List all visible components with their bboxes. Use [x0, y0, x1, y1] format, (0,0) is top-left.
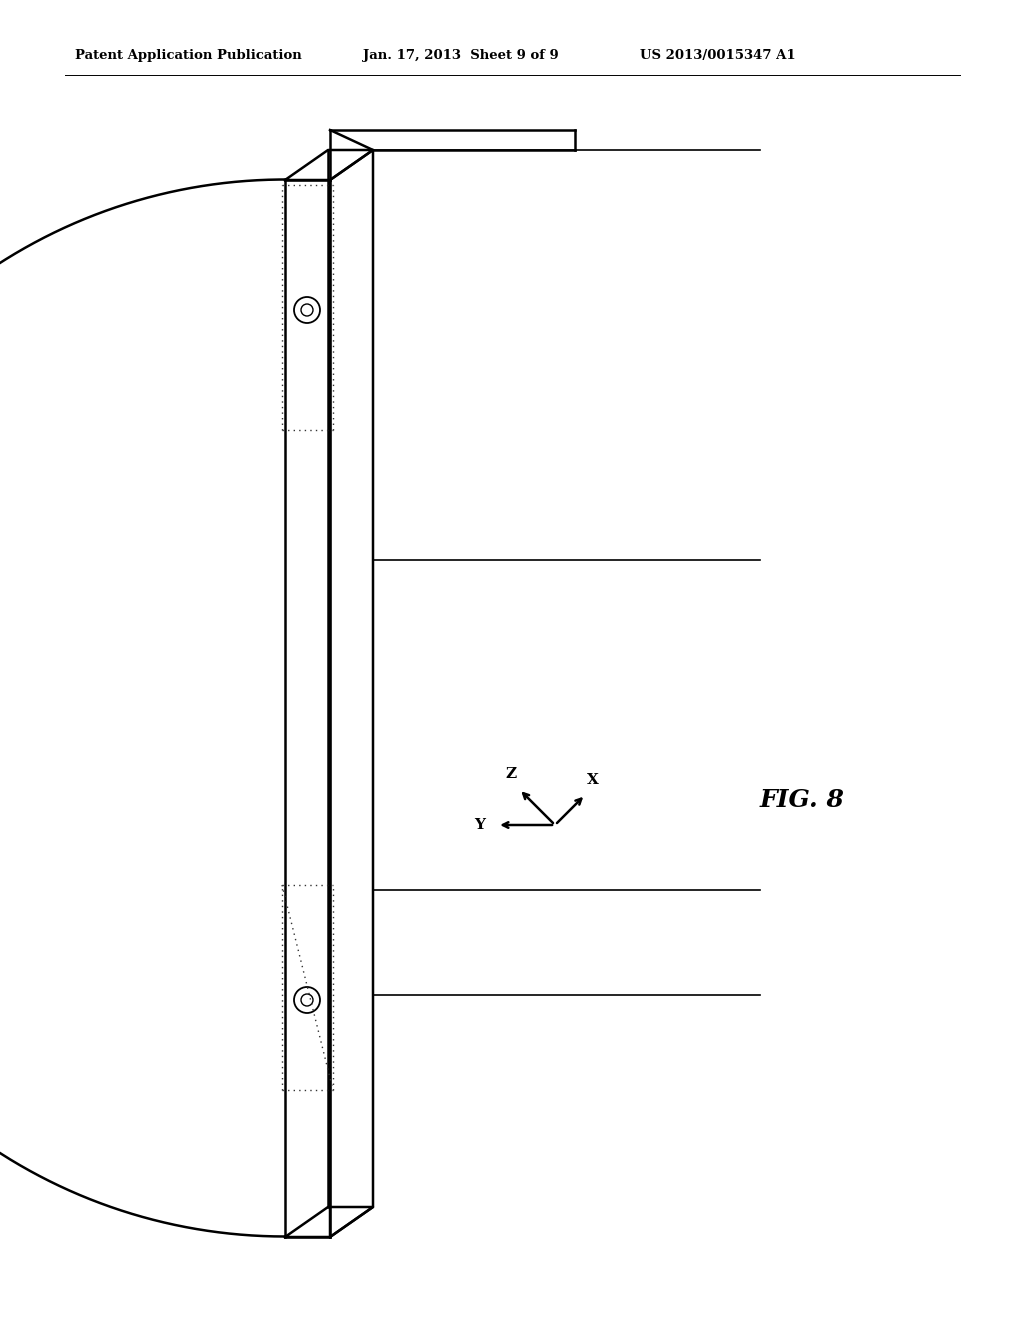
- Text: Z: Z: [506, 767, 517, 781]
- Text: X: X: [588, 772, 599, 787]
- Text: FIG. 8: FIG. 8: [760, 788, 845, 812]
- Text: Y: Y: [474, 818, 485, 832]
- Text: US 2013/0015347 A1: US 2013/0015347 A1: [640, 49, 796, 62]
- Text: Patent Application Publication: Patent Application Publication: [75, 49, 302, 62]
- Text: Jan. 17, 2013  Sheet 9 of 9: Jan. 17, 2013 Sheet 9 of 9: [362, 49, 559, 62]
